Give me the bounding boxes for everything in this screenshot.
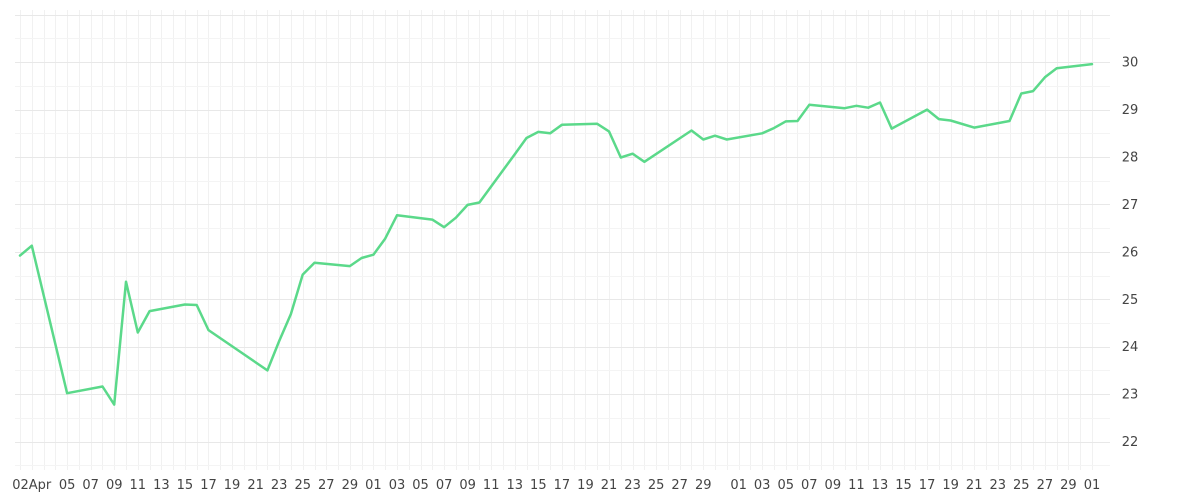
x-tick-label: 11 xyxy=(130,478,147,493)
x-tick-label: 15 xyxy=(895,478,912,493)
y-tick-label: 29 xyxy=(1122,103,1139,118)
x-tick-label: 03 xyxy=(754,478,771,493)
x-tick-label: 21 xyxy=(966,478,983,493)
x-tick-label: 19 xyxy=(577,478,594,493)
x-tick-label: 27 xyxy=(671,478,688,493)
grid xyxy=(15,10,1110,470)
x-tick-label: 29 xyxy=(1060,478,1077,493)
x-tick-label: 07 xyxy=(436,478,453,493)
y-tick-label: 24 xyxy=(1122,340,1139,355)
x-tick-label: 03 xyxy=(389,478,406,493)
y-tick-label: 27 xyxy=(1122,198,1139,213)
y-tick-label: 22 xyxy=(1122,435,1139,450)
x-tick-label: 27 xyxy=(1037,478,1054,493)
x-tick-label: 17 xyxy=(554,478,571,493)
x-tick-label: 02Apr xyxy=(12,478,52,493)
x-axis: 02Apr 05 07 09 11 13 15 17 19 21 23 25 27 29 01 03 05 07 0… xyxy=(12,478,1100,493)
x-tick-label: 23 xyxy=(989,478,1006,493)
y-tick-label: 30 xyxy=(1122,56,1139,71)
x-tick-label: 23 xyxy=(271,478,288,493)
x-tick-label: 27 xyxy=(318,478,335,493)
series-layer xyxy=(18,62,1094,406)
x-tick-label: 13 xyxy=(153,478,170,493)
y-tick-label: 28 xyxy=(1122,151,1139,166)
x-tick-label: 25 xyxy=(294,478,311,493)
x-tick-label: 05 xyxy=(59,478,76,493)
x-tick-label: 29 xyxy=(695,478,712,493)
x-tick-label: 05 xyxy=(777,478,794,493)
x-tick-label: 11 xyxy=(848,478,865,493)
x-tick-label: 17 xyxy=(200,478,217,493)
x-tick-label: 29 xyxy=(342,478,359,493)
x-tick-label: 19 xyxy=(942,478,959,493)
x-tick-label: 11 xyxy=(483,478,500,493)
x-tick-label: 25 xyxy=(1013,478,1030,493)
x-tick-label: 23 xyxy=(624,478,641,493)
x-tick-label: 07 xyxy=(82,478,99,493)
y-axis: 22 23 24 25 26 27 28 29 30 xyxy=(1122,56,1139,450)
x-tick-label: 15 xyxy=(177,478,194,493)
x-tick-label: 19 xyxy=(224,478,241,493)
y-tick-label: 26 xyxy=(1122,245,1139,260)
x-tick-label: 21 xyxy=(601,478,618,493)
x-tick-label: 01 xyxy=(365,478,382,493)
x-tick-label: 13 xyxy=(872,478,889,493)
x-tick-label: 25 xyxy=(648,478,665,493)
x-tick-label: 21 xyxy=(247,478,264,493)
x-tick-label: 07 xyxy=(801,478,818,493)
x-tick-label: 13 xyxy=(506,478,523,493)
x-tick-label: 15 xyxy=(530,478,547,493)
y-tick-label: 25 xyxy=(1122,293,1139,308)
y-tick-label: 23 xyxy=(1122,388,1139,403)
x-tick-label: 05 xyxy=(412,478,429,493)
x-tick-label: 01 xyxy=(1084,478,1101,493)
x-tick-label: 09 xyxy=(825,478,842,493)
series-line xyxy=(18,62,1094,406)
x-tick-label: 01 xyxy=(730,478,747,493)
x-tick-label: 17 xyxy=(919,478,936,493)
x-tick-label: 09 xyxy=(106,478,123,493)
x-tick-label: 09 xyxy=(459,478,476,493)
